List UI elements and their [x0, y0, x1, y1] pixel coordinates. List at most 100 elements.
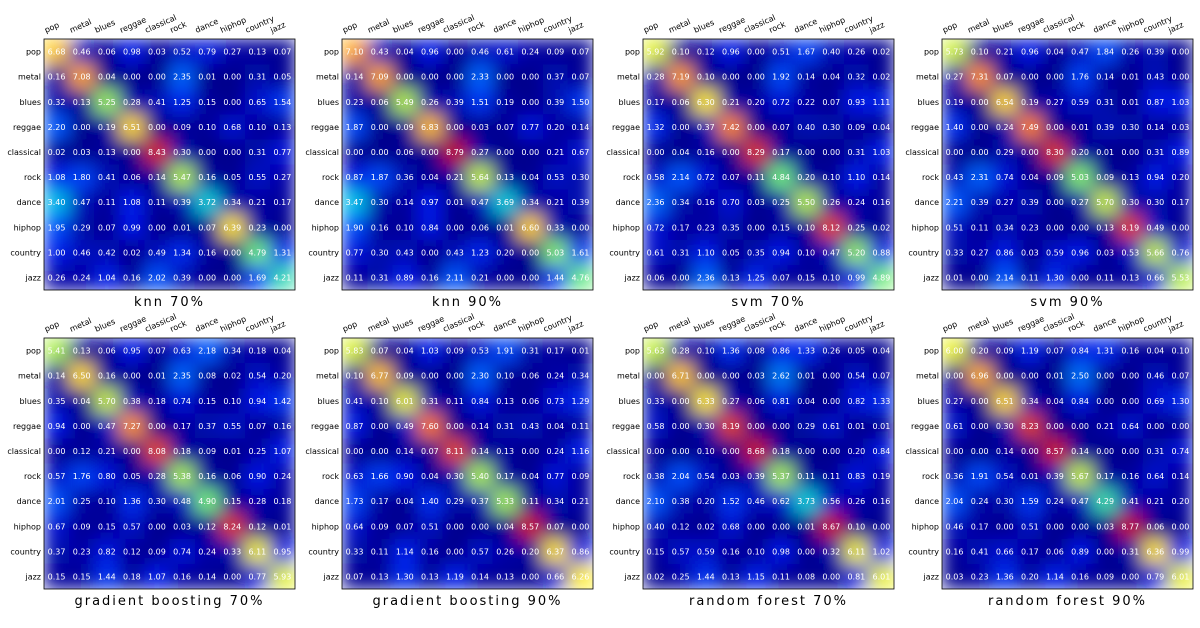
heatmap-cell — [1017, 114, 1043, 140]
heatmap-cell — [517, 39, 544, 65]
heatmap-cell — [169, 463, 196, 490]
heatmap-cell — [793, 189, 820, 216]
cell-value-label: 1.66 — [371, 472, 389, 481]
cell-value-label: 0.47 — [471, 198, 489, 207]
heatmap-cell — [442, 164, 468, 191]
cell-value-label: 0.31 — [248, 148, 266, 157]
heatmap-cell — [693, 463, 719, 490]
heatmap-cell — [467, 388, 494, 414]
cell-value-label: 6.83 — [421, 123, 439, 132]
heatmap-cell — [718, 438, 744, 464]
heatmap-cell — [69, 164, 95, 191]
heatmap-cell — [1117, 538, 1144, 565]
heatmap-cell — [567, 214, 593, 241]
cell-value-label: 0.30 — [1121, 198, 1139, 207]
heatmap-cell — [793, 164, 820, 191]
heatmap-cell — [144, 214, 170, 241]
heatmap-cell — [417, 513, 443, 540]
heatmap-cell — [793, 463, 820, 490]
heatmap-cell — [244, 214, 271, 241]
cell-value-label: 0.13 — [274, 123, 292, 132]
heatmap-cell — [693, 139, 719, 165]
cell-value-label: 0.93 — [847, 98, 865, 107]
cell-value-label: 0.10 — [672, 48, 690, 57]
heatmap-cell — [967, 413, 993, 439]
column-label: pop — [341, 20, 358, 34]
cell-value-label: 0.27 — [1046, 98, 1064, 107]
heatmap-cell — [643, 338, 669, 364]
column-label: pop — [341, 319, 358, 333]
cell-value-label: 0.58 — [647, 422, 665, 431]
cell-value-label: 0.43 — [446, 248, 464, 257]
cell-value-label: 0.00 — [672, 123, 690, 132]
cell-value-label: 0.06 — [672, 98, 690, 107]
cell-value-label: 6.60 — [521, 223, 539, 232]
heatmap-cell — [1067, 388, 1094, 414]
cell-value-label: 0.28 — [148, 472, 166, 481]
cell-value-label: 0.15 — [98, 522, 116, 531]
heatmap-cell — [1167, 264, 1193, 290]
cell-value-label: 0.52 — [173, 48, 191, 57]
cell-value-label: 8.19 — [722, 422, 740, 431]
heatmap-cell — [144, 89, 170, 115]
heatmap-cell — [567, 264, 593, 290]
heatmap-cell — [542, 338, 569, 364]
heatmap-cell — [194, 239, 221, 266]
cell-value-label: 0.98 — [772, 547, 790, 556]
heatmap-cell — [94, 214, 120, 241]
heatmap-cell — [768, 114, 795, 140]
heatmap-cell — [818, 488, 845, 515]
cell-value-label: 0.29 — [996, 148, 1014, 157]
cell-value-label: 0.31 — [1146, 148, 1164, 157]
heatmap-cell — [718, 39, 744, 65]
heatmap-cell — [417, 89, 443, 115]
heatmap-cell — [244, 39, 271, 65]
cell-value-label: 0.00 — [1172, 223, 1190, 232]
cell-value-label: 0.02 — [873, 48, 891, 57]
cell-value-label: 0.34 — [1021, 397, 1039, 406]
cell-value-label: 0.00 — [672, 397, 690, 406]
cell-value-label: 0.23 — [346, 98, 364, 107]
cell-value-label: 0.11 — [1021, 273, 1039, 282]
cell-value-label: 0.01 — [496, 223, 514, 232]
heatmap-cell — [843, 239, 870, 266]
heatmap-cell — [269, 64, 295, 90]
heatmap-cell — [1067, 64, 1094, 90]
cell-value-label: 0.17 — [173, 422, 191, 431]
cell-value-label: 0.15 — [797, 273, 815, 282]
heatmap-cell — [342, 463, 368, 490]
cell-value-label: 0.19 — [496, 98, 514, 107]
heatmap-cell — [467, 438, 494, 464]
cell-value-label: 1.08 — [48, 173, 66, 182]
heatmap-cell — [517, 239, 544, 266]
cell-value-label: 0.10 — [248, 123, 266, 132]
cell-value-label: 1.29 — [572, 397, 590, 406]
heatmap-cell — [244, 363, 271, 389]
cell-value-label: 2.04 — [946, 497, 964, 506]
heatmap-cell — [843, 114, 870, 140]
heatmap-cell — [1117, 114, 1144, 140]
cell-value-label: 2.01 — [48, 497, 66, 506]
cell-value-label: 0.01 — [274, 522, 292, 531]
cell-value-label: 0.47 — [98, 422, 116, 431]
heatmap-frame — [341, 38, 594, 291]
cell-value-label: 1.14 — [396, 547, 414, 556]
heatmap-cell — [44, 413, 70, 439]
heatmap-cell — [69, 239, 95, 266]
heatmap-cell — [643, 64, 669, 90]
column-label: pop — [43, 20, 60, 34]
heatmap-cell — [567, 139, 593, 165]
cell-value-label: 0.02 — [48, 148, 66, 157]
cell-value-label: 0.13 — [73, 98, 91, 107]
cell-value-label: 0.15 — [772, 223, 790, 232]
heatmap-cell — [219, 114, 246, 140]
heatmap-cell — [643, 189, 669, 216]
cell-value-label: 0.14 — [471, 422, 489, 431]
cell-value-label: 0.06 — [223, 472, 241, 481]
heatmap-cell — [467, 39, 494, 65]
heatmap-cell — [342, 89, 368, 115]
heatmap-cell — [542, 563, 569, 589]
cell-value-label: 0.00 — [672, 273, 690, 282]
cell-value-label: 8.23 — [1021, 422, 1039, 431]
cell-value-label: 0.00 — [446, 372, 464, 381]
